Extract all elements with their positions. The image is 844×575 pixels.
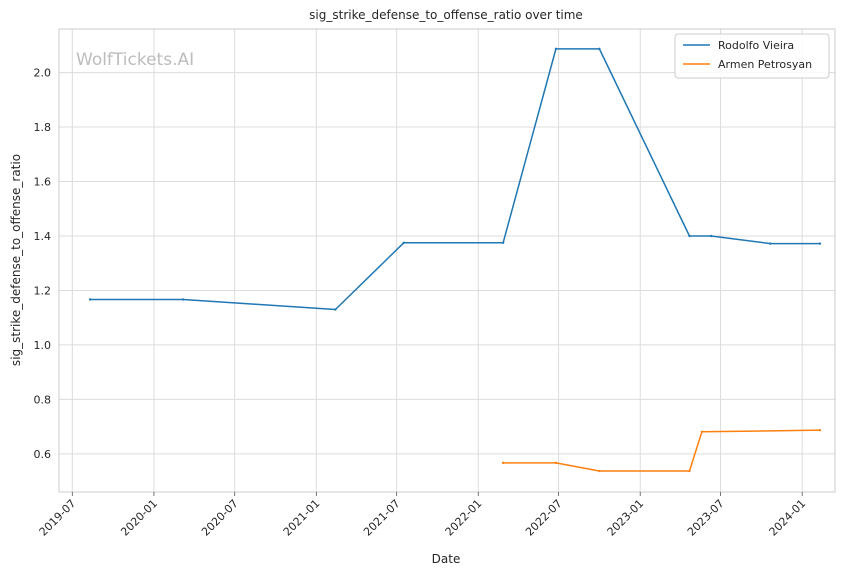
data-point-armen-petrosyan xyxy=(688,469,691,473)
data-point-rodolfo-vieira xyxy=(688,234,691,238)
series-layer xyxy=(88,47,822,473)
data-point-rodolfo-vieira xyxy=(818,242,822,245)
x-axis-ticks: 2019-07 2020-01 2020-07 2021-01 2021-07 2022-… xyxy=(37,492,809,539)
grid xyxy=(59,29,835,492)
series-armen-petrosyan xyxy=(501,428,822,473)
y-tick-label: 2.0 xyxy=(34,67,52,80)
series-line-rodolfo-vieira xyxy=(90,48,820,311)
x-tick-label: 2020-01 xyxy=(118,497,160,539)
data-point-armen-petrosyan xyxy=(818,428,822,432)
data-point-rodolfo-vieira xyxy=(598,47,601,51)
x-tick-label: 2019-07 xyxy=(37,497,79,539)
x-tick-label: 2024-01 xyxy=(767,497,809,539)
data-point-rodolfo-vieira xyxy=(182,298,185,301)
x-tick-label: 2022-01 xyxy=(443,497,485,539)
legend-box xyxy=(674,33,830,79)
y-tick-label: 1.0 xyxy=(34,339,52,352)
y-tick-label: 0.6 xyxy=(34,448,52,461)
x-tick-label: 2023-07 xyxy=(685,497,727,539)
data-point-rodolfo-vieira xyxy=(769,242,772,245)
legend-label-rodolfo-vieira: Rodolfo Vieira xyxy=(718,39,794,52)
data-point-armen-petrosyan xyxy=(598,469,601,473)
y-axis-ticks: 0.6 0.8 1.0 1.2 1.4 1.6 1.8 2.0 xyxy=(34,67,52,461)
y-tick-label: 1.4 xyxy=(34,230,52,243)
y-tick-label: 1.8 xyxy=(34,121,52,134)
chart-title: sig_strike_defense_to_offense_ratio over… xyxy=(309,8,583,22)
x-axis-label: Date xyxy=(432,552,461,566)
data-point-rodolfo-vieira xyxy=(554,47,558,51)
x-tick-label: 2021-01 xyxy=(281,497,323,539)
plot-frame xyxy=(58,28,836,493)
data-point-rodolfo-vieira xyxy=(88,298,92,301)
y-tick-label: 0.8 xyxy=(34,393,52,406)
data-point-armen-petrosyan xyxy=(501,461,505,465)
data-point-rodolfo-vieira xyxy=(710,234,713,238)
data-point-rodolfo-vieira xyxy=(334,308,337,311)
x-tick-label: 2021-07 xyxy=(361,497,403,539)
y-tick-label: 1.6 xyxy=(34,176,52,189)
watermark: WolfTickets.AI xyxy=(76,50,194,70)
legend-label-armen-petrosyan: Armen Petrosyan xyxy=(718,58,812,71)
legend: Rodolfo Vieira Armen Petrosyan xyxy=(674,33,830,79)
x-tick-label: 2022-07 xyxy=(523,497,565,539)
data-point-rodolfo-vieira xyxy=(402,241,405,244)
y-axis-label: sig_strike_defense_to_offense_ratio xyxy=(9,154,23,366)
x-tick-label: 2020-07 xyxy=(199,497,241,539)
x-tick-label: 2023-01 xyxy=(605,497,647,539)
series-rodolfo-vieira xyxy=(88,47,822,311)
data-point-armen-petrosyan xyxy=(700,430,704,434)
y-tick-label: 1.2 xyxy=(34,284,52,297)
data-point-armen-petrosyan xyxy=(554,461,558,465)
series-line-armen-petrosyan xyxy=(503,429,820,472)
data-point-rodolfo-vieira xyxy=(501,241,505,244)
